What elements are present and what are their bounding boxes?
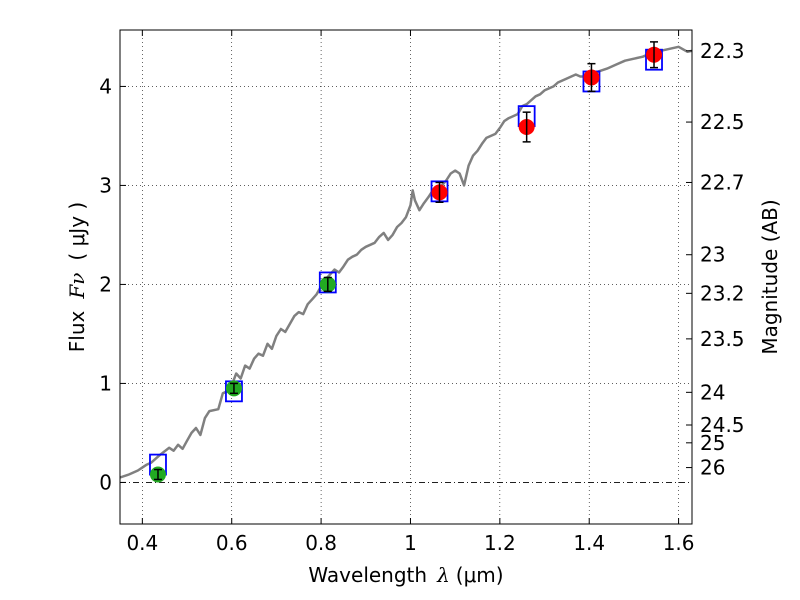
- x-axis-label-prefix: Wavelength: [308, 563, 427, 587]
- y-axis-label-symbol: Fν: [65, 273, 89, 300]
- x-axis-label-symbol: λ: [436, 563, 450, 587]
- x-tick-label: 0.6: [216, 531, 248, 555]
- x-tick-label: 0.8: [305, 531, 337, 555]
- plot-background: [120, 30, 692, 524]
- y2-tick-label: 22.5: [700, 110, 745, 134]
- y-tick-label: 0: [99, 470, 112, 494]
- y-tick-label: 1: [99, 371, 112, 395]
- y2-tick-label: 22.7: [700, 170, 745, 194]
- plot-layer: [119, 41, 693, 483]
- y2-tick-label: 24: [700, 380, 725, 404]
- y2-tick-label: 23.5: [700, 327, 745, 351]
- y2-tick-label: 26: [700, 456, 725, 480]
- y-axis-label-unit: ( μJy ): [65, 202, 89, 261]
- x-tick-label: 1: [404, 531, 417, 555]
- y-ticks: 0 1 2 3 4: [99, 74, 126, 494]
- x-tick-label: 0.4: [126, 531, 158, 555]
- y-tick-label: 4: [99, 74, 112, 98]
- y2-tick-label: 22.3: [700, 39, 745, 63]
- y2-tick-label: 24.5: [700, 413, 745, 437]
- y2-tick-label: 23: [700, 243, 725, 267]
- x-tick-label: 1.2: [484, 531, 516, 555]
- plot-frame: [119, 29, 693, 525]
- y2-axis-label: Magnitude (AB): [758, 199, 782, 354]
- x-tick-label: 1.4: [573, 531, 605, 555]
- x-ticks: 0.4 0.6 0.8 1 1.2 1.4 1.6: [126, 30, 695, 555]
- y2-tick-label: 23.2: [700, 281, 745, 305]
- y-tick-label: 2: [99, 272, 112, 296]
- model-flux-box: [318, 271, 337, 294]
- x-axis-label: Wavelength λ (μm): [308, 563, 503, 587]
- x-axis-label-unit: (μm): [456, 563, 504, 587]
- y2-tick-label: 25: [700, 431, 725, 455]
- x-tick-label: 1.6: [663, 531, 695, 555]
- y-tick-label: 3: [99, 173, 112, 197]
- grid: [120, 30, 692, 524]
- y-axis-label: Flux Fν ( μJy ): [65, 202, 89, 352]
- y-axis-label-prefix: Flux: [65, 310, 89, 352]
